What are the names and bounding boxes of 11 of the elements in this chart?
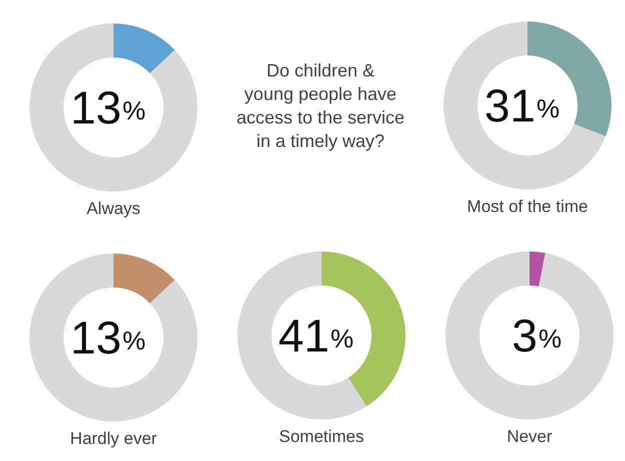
text: Do children & young people have access to the service in a timely way?: [236, 60, 405, 151]
text: Hardly ever: [70, 429, 158, 448]
text: Most of the time: [467, 197, 588, 216]
text: 41%: [278, 310, 354, 362]
text: 13%: [70, 82, 146, 134]
text: 31%: [484, 80, 560, 132]
text: Never: [506, 427, 553, 446]
text: Always: [86, 199, 140, 218]
text: 13%: [70, 312, 146, 364]
text: 3%: [512, 310, 562, 362]
text: Sometimes: [278, 427, 364, 446]
